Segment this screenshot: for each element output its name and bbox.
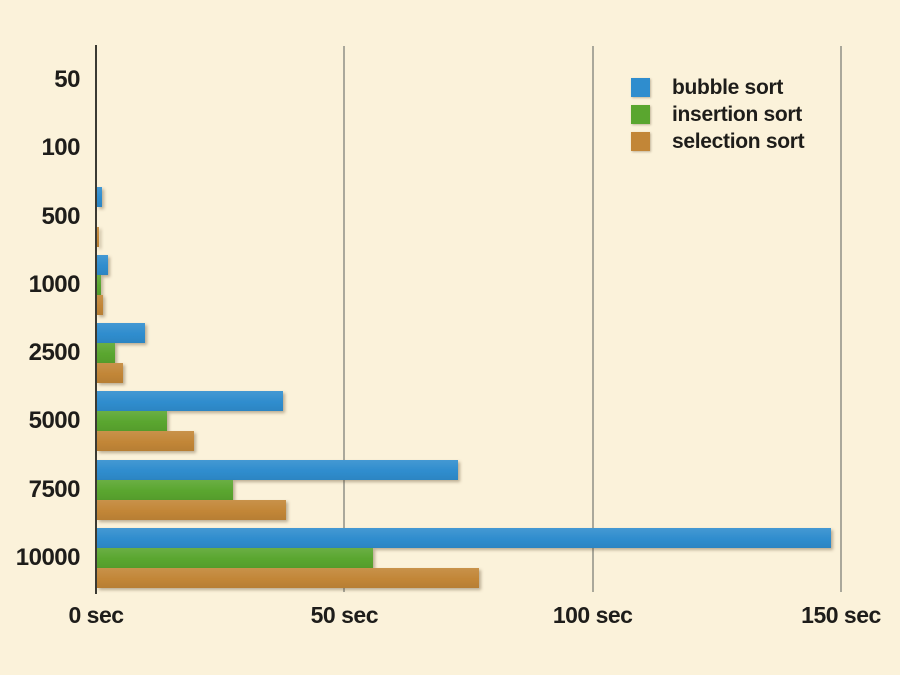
legend-label: insertion sort — [672, 102, 802, 126]
chart-legend: bubble sort insertion sort selection sort — [631, 75, 805, 159]
legend-item-bubble-sort: bubble sort — [631, 75, 804, 99]
bar-bubble-sort-500 — [97, 186, 103, 207]
category-label: 5000 — [28, 407, 81, 435]
bar-bubble-sort-7500 — [97, 459, 458, 480]
bar-bubble-sort-10000 — [97, 527, 832, 548]
legend-swatch-icon — [631, 78, 650, 97]
bar-selection-sort-1000 — [97, 294, 103, 315]
x-tick-label: 0 sec — [68, 602, 124, 628]
category-label: 10000 — [15, 543, 81, 571]
y-axis-line — [95, 45, 97, 594]
bar-insertion-sort-7500 — [97, 479, 233, 500]
bar-insertion-sort-1000 — [97, 274, 102, 295]
bar-selection-sort-500 — [97, 226, 100, 247]
bar-insertion-sort-2500 — [97, 343, 116, 364]
gridline-100sec — [591, 46, 594, 592]
legend-swatch-icon — [631, 105, 650, 124]
bar-bubble-sort-2500 — [97, 323, 146, 344]
gridline-50sec — [343, 46, 346, 592]
legend-swatch-icon — [631, 132, 650, 151]
x-tick-label: 150 sec — [801, 602, 881, 628]
category-label: 50 — [54, 66, 80, 94]
category-label: 1000 — [28, 270, 81, 298]
legend-item-insertion-sort: insertion sort — [631, 102, 804, 126]
legend-item-selection-sort: selection sort — [631, 129, 805, 153]
gridline-150sec — [840, 46, 842, 592]
bar-bubble-sort-1000 — [97, 254, 108, 275]
bar-selection-sort-7500 — [97, 499, 286, 520]
category-label: 100 — [41, 134, 80, 162]
x-tick-label: 100 sec — [552, 602, 633, 628]
x-tick-label: 50 sec — [310, 602, 379, 628]
bar-bubble-sort-5000 — [97, 391, 283, 412]
category-label: 2500 — [28, 339, 81, 367]
bar-selection-sort-5000 — [97, 431, 195, 452]
legend-label: selection sort — [672, 129, 805, 153]
category-label: 500 — [41, 202, 80, 230]
category-label: 7500 — [28, 475, 81, 503]
bar-insertion-sort-10000 — [97, 547, 373, 568]
bar-selection-sort-2500 — [97, 363, 123, 384]
bar-selection-sort-10000 — [97, 567, 480, 588]
bar-insertion-sort-5000 — [97, 411, 167, 432]
legend-label: bubble sort — [672, 75, 784, 99]
